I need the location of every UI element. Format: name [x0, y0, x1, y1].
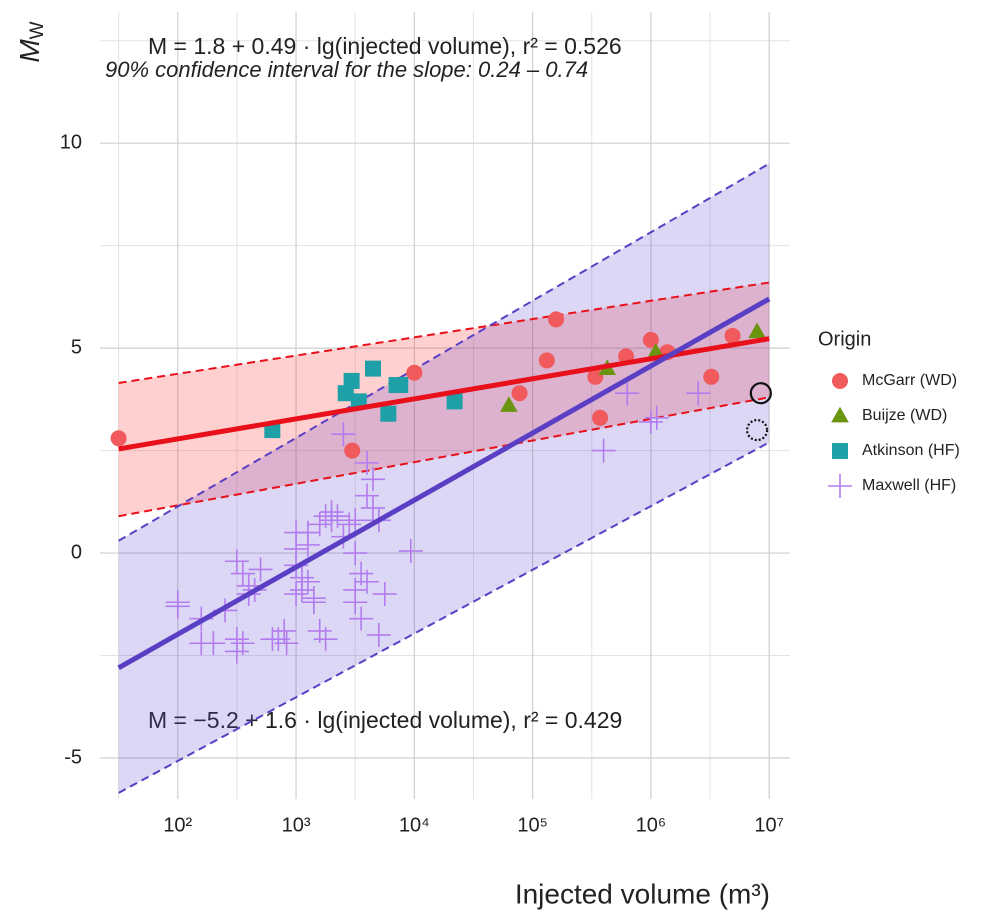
point [230, 561, 255, 586]
point [360, 495, 385, 520]
y-axis-label: MW [14, 21, 48, 62]
point [591, 438, 616, 463]
highlight-marker [749, 382, 772, 405]
x-tick-label: 10⁴ [399, 814, 430, 836]
y-tick-label: 5 [71, 336, 82, 358]
x-tick-label: 10² [163, 814, 192, 836]
point [638, 409, 663, 434]
point [511, 385, 528, 402]
highlight-marker [745, 418, 769, 442]
point [538, 352, 555, 369]
fit-line [117, 296, 771, 671]
point [446, 393, 463, 410]
x-tick-label: 10⁵ [517, 814, 548, 836]
point [355, 569, 380, 594]
y-tick-label: 0 [71, 541, 82, 563]
x-tick-label: 10⁶ [636, 814, 666, 836]
point [372, 582, 397, 607]
point [337, 512, 362, 537]
point [724, 327, 741, 344]
confidence-bound [118, 441, 770, 794]
confidence-band [118, 282, 770, 517]
point [201, 631, 226, 656]
annotation: 90% confidence interval for the slope: 0… [105, 57, 588, 82]
confidence-bound [118, 162, 770, 542]
confidence-band [118, 163, 770, 793]
point [398, 539, 423, 564]
point [301, 590, 326, 615]
point [548, 311, 565, 328]
point [248, 557, 273, 582]
legend-symbol [828, 474, 852, 498]
y-tick-label: 10 [60, 131, 82, 153]
point [343, 508, 368, 533]
legend-symbol [832, 443, 848, 459]
point [319, 508, 344, 533]
legend-symbol [831, 406, 849, 423]
point [355, 483, 380, 508]
point [360, 467, 385, 492]
point [224, 549, 249, 574]
point [349, 606, 374, 631]
point [344, 442, 361, 459]
point [331, 422, 356, 447]
y-label-sub: W [27, 21, 48, 39]
point [110, 430, 127, 447]
y-label-main: M [14, 39, 45, 63]
legend-label: Buijze (WD) [862, 407, 947, 424]
annotation: M = 1.8 + 0.49 · lg(injected volume), r²… [148, 33, 622, 59]
point [642, 331, 659, 348]
point [337, 385, 354, 402]
point [230, 631, 255, 656]
point [165, 590, 190, 615]
legend-label: Maxwell (HF) [862, 477, 956, 494]
point [284, 582, 309, 607]
point [364, 360, 381, 377]
legend-symbol [832, 373, 848, 389]
point [366, 623, 391, 648]
point [295, 569, 320, 594]
annotation: M = −5.2 + 1.6 · lg(injected volume), r²… [148, 707, 622, 733]
x-tick-label: 10⁷ [754, 814, 783, 836]
point [644, 405, 669, 430]
point [392, 377, 409, 394]
confidence-bound [118, 281, 770, 384]
point [686, 381, 711, 406]
point [343, 372, 360, 389]
point [703, 368, 720, 385]
x-axis-label: Injected volume (m³) [515, 878, 770, 909]
point [592, 409, 609, 426]
point [274, 631, 299, 656]
point [587, 368, 604, 385]
fit-line [118, 336, 770, 452]
point [748, 322, 766, 339]
point [380, 405, 397, 422]
point [343, 541, 368, 566]
y-tick-label: -5 [64, 746, 82, 768]
legend-label: McGarr (WD) [862, 372, 957, 389]
legend-title: Origin [818, 328, 871, 350]
point [272, 618, 297, 643]
point [615, 381, 640, 406]
x-tick-label: 10³ [282, 814, 311, 836]
point [355, 450, 380, 475]
point [343, 590, 368, 615]
point [500, 396, 518, 412]
legend-label: Atkinson (HF) [862, 442, 960, 459]
point [406, 364, 423, 381]
point [313, 627, 338, 652]
